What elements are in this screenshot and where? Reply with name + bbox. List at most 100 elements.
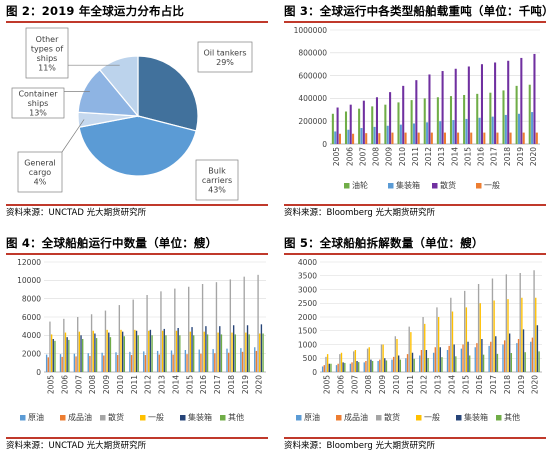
- bar: [351, 362, 353, 372]
- bar: [365, 361, 367, 372]
- legend-label: 散货: [108, 412, 124, 422]
- slice-label: General: [24, 159, 56, 168]
- bar: [158, 354, 160, 372]
- bar: [454, 68, 457, 144]
- panel-title: 图 4：全球船舶运行中数量（单位：艘）: [6, 236, 218, 250]
- bar: [453, 344, 455, 372]
- bar: [248, 334, 250, 372]
- bar: [130, 355, 133, 372]
- bar: [384, 104, 387, 144]
- bar: [206, 334, 209, 372]
- bar: [80, 335, 82, 372]
- bar: [254, 347, 256, 372]
- bar: [380, 344, 383, 372]
- bar: [78, 331, 81, 372]
- bar: [460, 348, 463, 372]
- bar: [463, 94, 466, 144]
- bar: [404, 132, 407, 144]
- bar: [439, 121, 442, 144]
- bar: [422, 317, 424, 372]
- bar: [516, 343, 518, 372]
- bar: [405, 358, 407, 372]
- bar: [457, 132, 460, 144]
- x-tick-label: 2007: [358, 147, 367, 166]
- bar: [465, 118, 468, 144]
- slice-label: 29%: [216, 58, 234, 67]
- bar: [135, 330, 138, 372]
- bar: [198, 349, 200, 372]
- x-tick-label: 2010: [398, 147, 407, 166]
- x-tick-label: 2016: [199, 375, 208, 394]
- bar: [530, 341, 532, 372]
- bar: [144, 355, 147, 372]
- x-tick-label: 2007: [74, 375, 83, 394]
- bar: [215, 282, 218, 372]
- bar: [120, 329, 122, 372]
- bar: [510, 353, 513, 372]
- bar: [165, 335, 167, 372]
- slice-label: 4%: [34, 178, 47, 187]
- legend-label: 其他: [504, 412, 520, 422]
- bar: [214, 353, 216, 372]
- legend-label: 一般: [148, 412, 164, 422]
- bar: [184, 350, 187, 372]
- slice-label: Container: [18, 90, 58, 99]
- x-tick-label: 2019: [516, 147, 525, 166]
- bar: [255, 350, 258, 372]
- x-tick-label: 2010: [392, 375, 401, 394]
- bar: [323, 365, 325, 372]
- legend-label: 散货: [440, 180, 456, 190]
- bar: [494, 62, 497, 144]
- bar: [505, 274, 508, 372]
- bar: [478, 117, 481, 144]
- bar: [502, 90, 505, 144]
- panel-title: 图 5：全球船舶拆解数量（单位：艘）: [284, 236, 484, 250]
- bar: [160, 291, 162, 372]
- slice-label: Bulk: [208, 167, 226, 176]
- y-tick-label: 10000: [17, 276, 41, 285]
- x-tick-label: 2018: [503, 375, 512, 394]
- x-tick-label: 2018: [227, 375, 236, 394]
- bar: [377, 361, 379, 372]
- x-tick-label: 2012: [144, 375, 153, 394]
- bar: [531, 112, 534, 144]
- panel-dwt-by-type: 图 3：全球运行中各类型船舶载重吨（单位：千吨） 0 200000 400000 60…: [284, 2, 550, 220]
- bar: [227, 352, 230, 372]
- y-tick-label: 2500: [298, 299, 317, 308]
- bar: [373, 126, 376, 144]
- x-tick-label: 2017: [489, 375, 498, 394]
- x-tick-label: 2017: [213, 375, 222, 394]
- x-tick-label: 2008: [372, 147, 381, 166]
- bar: [507, 60, 510, 144]
- y-tick-label: 8000: [22, 294, 41, 303]
- bar: [430, 132, 433, 144]
- bar: [439, 347, 441, 372]
- bar: [339, 354, 341, 372]
- bar: [476, 343, 478, 372]
- x-tick-label: 2005: [47, 375, 56, 394]
- bar: [508, 333, 511, 372]
- y-tick-label: 2000: [298, 313, 317, 322]
- bar: [241, 351, 244, 372]
- legend-swatch: [180, 415, 186, 421]
- bar: [260, 324, 263, 372]
- bar: [533, 270, 535, 372]
- bar: [420, 350, 423, 372]
- source-line: [6, 437, 268, 439]
- bar: [441, 71, 444, 144]
- bar: [356, 361, 358, 372]
- bar: [385, 360, 388, 372]
- panel-fleet-count: 图 4：全球船舶运行中数量（单位：艘） 0 2000 4000 6000 8000 100…: [6, 234, 272, 453]
- bar: [480, 64, 483, 144]
- x-tick-label: 2008: [88, 375, 97, 394]
- legend-label: 成品油: [344, 412, 368, 422]
- bar: [163, 328, 165, 372]
- bar: [391, 359, 393, 372]
- bar: [464, 290, 466, 372]
- bar: [363, 362, 365, 372]
- bar: [203, 331, 205, 372]
- bar: [352, 133, 355, 144]
- slice-label: 13%: [29, 109, 47, 118]
- legend-swatch: [20, 415, 26, 421]
